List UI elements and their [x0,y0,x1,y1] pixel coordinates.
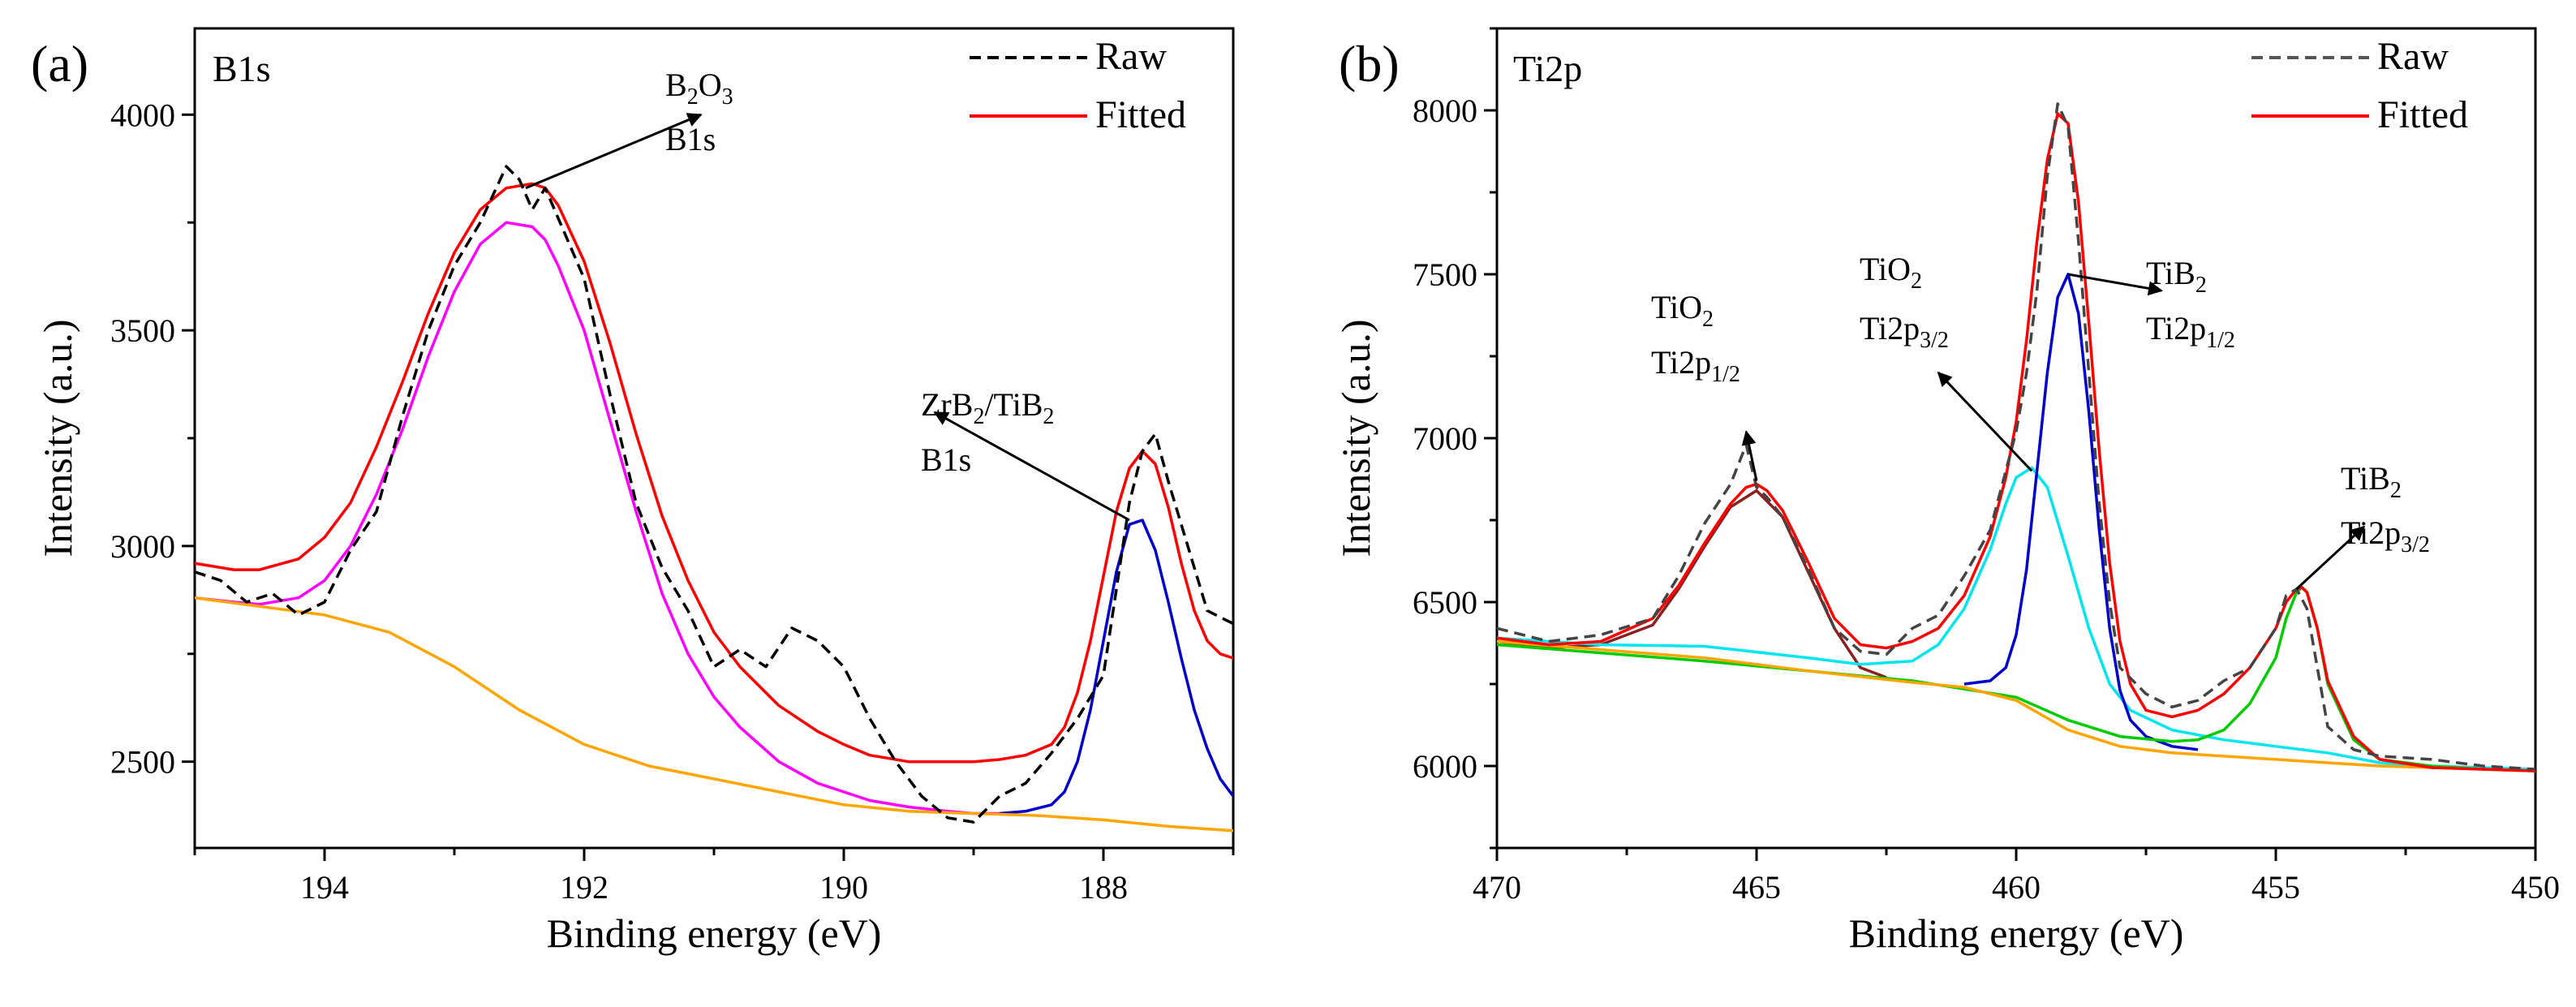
annotation-segment: TiO [1651,289,1702,325]
annotation-subscript: 3/2 [2401,532,2430,557]
x-tick-label: 460 [1992,869,2041,906]
annotation-segment: TiO [1860,251,1911,287]
x-tick-label: 465 [1732,869,1781,906]
series-line-raw [195,165,1233,824]
annotation-subscript: 2 [1043,404,1054,429]
y-tick-label: 4000 [110,97,175,133]
annotation-subscript: 1/2 [2206,328,2235,353]
annotation-text: TiB2 [2146,255,2207,298]
annotation-subscript: 2 [2390,478,2402,503]
y-tick-label: 7500 [1413,256,1477,293]
legend-label: Raw [2377,35,2449,78]
series-line-background [195,596,1233,833]
y-tick-label: 6500 [1413,584,1477,621]
x-axis-label: Binding energy (eV) [547,910,882,956]
annotation-text: Ti2p3/2 [2341,514,2430,557]
y-tick-label: 8000 [1413,93,1477,129]
legend-label: Fitted [1095,93,1186,136]
x-tick-label: 194 [300,869,349,906]
series-group [195,165,1233,833]
y-axis-label: Intensity (a.u.) [1333,320,1378,557]
y-axis-label: Intensity (a.u.) [35,320,80,557]
series-line-raw [1497,102,2535,771]
annotation-segment: B1s [921,441,971,478]
annotation-text: Ti2p1/2 [1651,344,1740,387]
plot-frame [1495,27,2537,850]
annotation-text: ZrB2/TiB2 [921,386,1054,429]
series-line-fitted [195,182,1233,764]
annotation-text: TiO2 [1860,251,1922,294]
annotation-text: TiO2 [1651,289,1714,332]
x-tick-label: 470 [1473,869,1521,906]
annotation-text: Ti2p1/2 [2146,310,2235,353]
annotation-text: B2O3 [665,67,733,110]
series-line-tib2-ti2p1-2-component [1963,273,2199,751]
series-line-background [1497,639,2535,772]
annotation-arrow [2067,273,2163,296]
annotation-segment: TiB [2341,460,2390,497]
x-tick-label: 190 [819,869,868,906]
annotation-subscript: 2 [687,84,699,110]
annotation-segment: Ti2p [1860,310,1920,346]
annotation-segment: ZrB [921,386,973,423]
chart-panel-1: 470 465 460 455 450 6000 6500 7000 7500 8000 Bindi… [1333,27,2560,956]
x-tick-label: 450 [2511,869,2560,906]
y-tick-label: 7000 [1413,420,1477,457]
annotation-arrow [2295,525,2366,590]
y-tick-label: 6000 [1413,748,1477,785]
annotation-subscript: 1/2 [1711,362,1740,387]
y-tick-label: 3500 [110,312,175,349]
annotation-subscript: 2 [1911,269,1922,294]
series-line-zrb2-tib2-component [999,519,1233,815]
x-tick-label: 455 [2251,869,2300,906]
x-tick-label: 188 [1079,869,1128,906]
series-line-fitted [1497,112,2535,772]
annotation-segment: /TiB [984,386,1043,423]
annotation-text: TiB2 [2341,460,2402,503]
annotation-segment: TiB [2146,255,2195,291]
annotation-segment: B [665,67,687,103]
x-axis-label: Binding energy (eV) [1849,910,2184,956]
panel-label: (a) [31,35,88,93]
annotation-subscript: 2 [973,404,984,429]
annotation-subscript: 3/2 [1920,328,1949,353]
annotation-arrow [1937,371,2033,472]
annotation-arrow [933,411,1130,522]
annotation-arrow [1741,430,1758,481]
y-tick-label: 3000 [110,528,175,565]
annotation-subscript: 2 [1702,307,1714,332]
series-line-tib2-ti2p3-2-component [1497,586,2535,772]
panel-title: B1s [213,48,271,89]
series-group [1497,102,2535,772]
annotation-subscript: 2 [2195,273,2207,298]
annotation-segment: Ti2p [2146,310,2206,346]
annotation-segment: Ti2p [2341,514,2401,551]
annotation-arrow [525,113,703,190]
chart-panel-0: 194 192 190 188 2500 3000 3500 4000 Binding ener… [31,27,1235,956]
series-line-b2o3-component [195,221,1000,815]
legend-label: Raw [1095,35,1167,78]
annotation-text: B1s [921,441,971,478]
legend-label: Fitted [2377,93,2468,136]
annotation-text: Ti2p3/2 [1860,310,1949,353]
panel-label: (b) [1339,35,1400,93]
annotation-segment: Ti2p [1651,344,1711,381]
annotation-segment: O [699,67,722,103]
y-tick-label: 2500 [110,744,175,781]
annotation-subscript: 3 [722,84,733,110]
x-tick-label: 192 [560,869,609,906]
series-line-tio2-ti2p3-2-component [1497,466,2535,771]
panel-title: Ti2p [1513,48,1582,89]
